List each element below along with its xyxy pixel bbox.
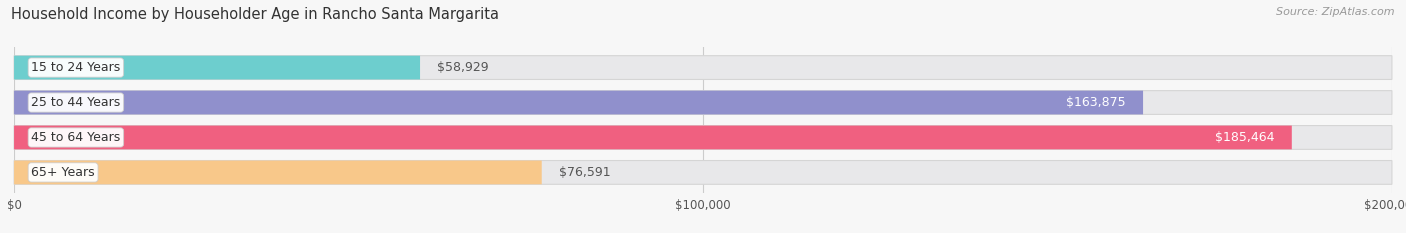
Text: 65+ Years: 65+ Years [31, 166, 96, 179]
FancyBboxPatch shape [14, 126, 1292, 149]
Text: Household Income by Householder Age in Rancho Santa Margarita: Household Income by Householder Age in R… [11, 7, 499, 22]
FancyBboxPatch shape [14, 91, 1392, 114]
FancyBboxPatch shape [14, 161, 1392, 184]
Text: 45 to 64 Years: 45 to 64 Years [31, 131, 121, 144]
Text: 25 to 44 Years: 25 to 44 Years [31, 96, 121, 109]
Text: 15 to 24 Years: 15 to 24 Years [31, 61, 121, 74]
Text: $185,464: $185,464 [1215, 131, 1275, 144]
Text: $163,875: $163,875 [1066, 96, 1126, 109]
Text: Source: ZipAtlas.com: Source: ZipAtlas.com [1277, 7, 1395, 17]
Text: $76,591: $76,591 [560, 166, 610, 179]
FancyBboxPatch shape [14, 126, 1392, 149]
FancyBboxPatch shape [14, 56, 420, 79]
FancyBboxPatch shape [14, 91, 1143, 114]
FancyBboxPatch shape [14, 56, 1392, 79]
FancyBboxPatch shape [14, 161, 541, 184]
Text: $58,929: $58,929 [437, 61, 489, 74]
